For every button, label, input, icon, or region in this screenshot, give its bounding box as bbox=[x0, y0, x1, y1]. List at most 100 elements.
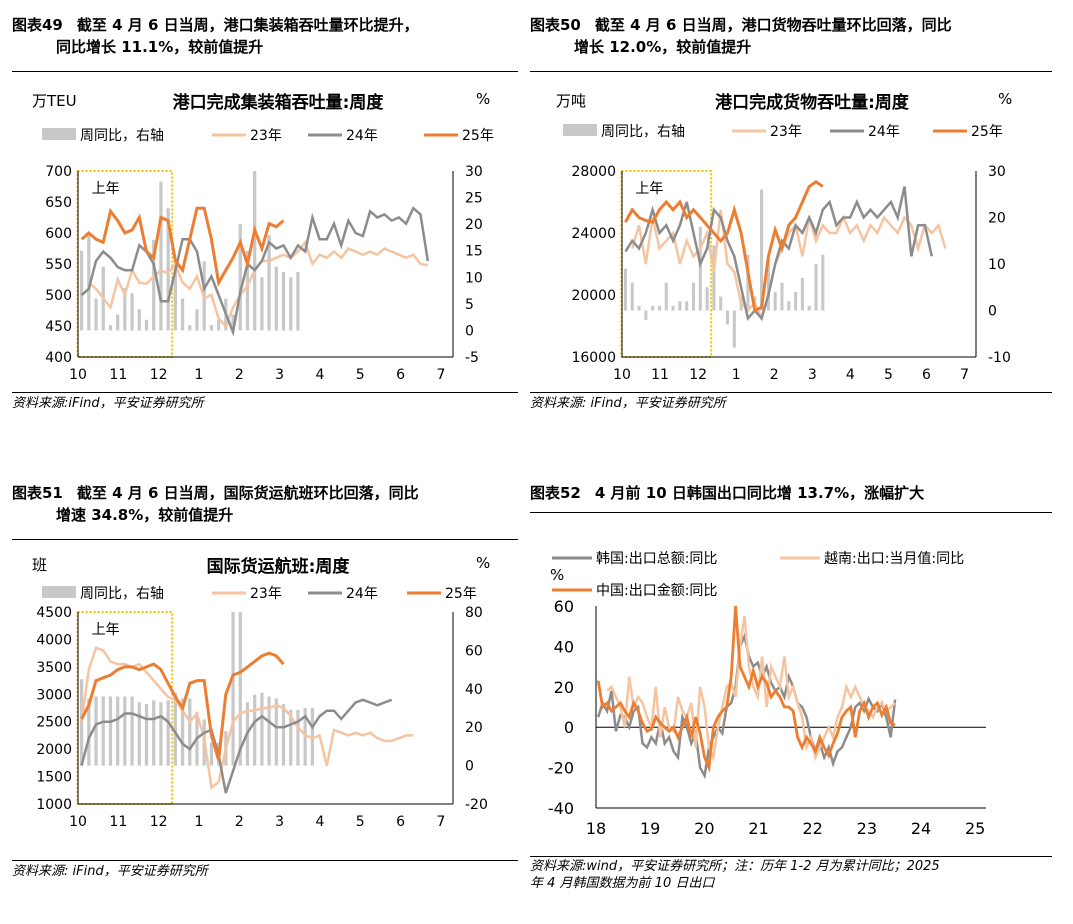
x-tick-label: 7 bbox=[960, 367, 969, 383]
bar-yoy bbox=[209, 742, 214, 766]
x-tick-label: 11 bbox=[109, 367, 127, 383]
x-tick-label: 11 bbox=[109, 814, 127, 830]
y-tick-label: 400 bbox=[45, 350, 72, 366]
y2-axis-unit: % bbox=[998, 90, 1012, 108]
bar-yoy bbox=[166, 208, 170, 331]
x-tick-label: 10 bbox=[69, 367, 87, 383]
legend-label-2: 24年 bbox=[346, 586, 378, 602]
figure-title-line2: 增长 12.0%，较前值提升 bbox=[574, 38, 752, 56]
bar-yoy bbox=[123, 696, 127, 766]
highlight-label: 上年 bbox=[635, 181, 663, 197]
title-rule bbox=[530, 71, 1052, 72]
bar-yoy bbox=[116, 696, 120, 766]
bar-yoy bbox=[152, 700, 156, 766]
legend-label-2: 中国:出口金额:同比 bbox=[596, 583, 717, 599]
y-tick-label: -40 bbox=[548, 799, 574, 818]
y-axis-unit: 班 bbox=[32, 556, 47, 574]
x-tick-label: 1 bbox=[195, 367, 204, 383]
bar-yoy bbox=[94, 298, 98, 331]
figure-title-line2: 增速 34.8%，较前值提升 bbox=[56, 506, 234, 524]
bar-yoy bbox=[94, 696, 98, 766]
figure-title: 图表51 截至 4 月 6 日当周，国际货运航班环比回落，同比 增速 34.8%，… bbox=[12, 482, 419, 526]
bar-yoy bbox=[173, 261, 177, 331]
bar-yoy bbox=[195, 309, 199, 331]
bar-yoy bbox=[281, 704, 286, 766]
bar-yoy bbox=[310, 708, 314, 766]
bar-yoy bbox=[108, 325, 113, 331]
y2-tick-label: 15 bbox=[465, 244, 483, 260]
source-note: 资料来源:wind，平安证券研究所；注：历年 1-2 月为累计同比；2025 bbox=[530, 859, 940, 874]
title-rule bbox=[530, 512, 1052, 513]
chart-title: 港口完成货物吞吐量:周度 bbox=[715, 92, 910, 113]
bar-yoy bbox=[108, 696, 113, 766]
bar-yoy bbox=[274, 698, 278, 766]
bar-yoy bbox=[685, 301, 689, 311]
y-tick-label: 1000 bbox=[36, 797, 72, 813]
legend-label-1: 23年 bbox=[250, 128, 282, 144]
bar-yoy bbox=[137, 702, 141, 766]
y-tick-label: 3500 bbox=[36, 660, 72, 676]
bar-yoy bbox=[746, 254, 750, 311]
chart-title: 港口完成集装箱吞吐量:周度 bbox=[173, 92, 385, 113]
legend-label-bars: 周同比，右轴 bbox=[80, 586, 164, 602]
x-tick-label: 1 bbox=[195, 814, 204, 830]
bar-yoy bbox=[719, 296, 723, 311]
y2-tick-label: 25 bbox=[465, 191, 483, 207]
chart-title: 国际货运航班:周度 bbox=[207, 556, 351, 577]
figure-title-line1: 4 月前 10 日韩国出口同比增 13.7%，涨幅扩大 bbox=[594, 484, 925, 502]
bar-yoy bbox=[800, 277, 804, 311]
source-rule bbox=[530, 392, 1052, 393]
bar-yoy bbox=[303, 708, 307, 766]
legend-label-1: 23年 bbox=[770, 124, 802, 140]
y-tick-label: 16000 bbox=[571, 350, 616, 366]
highlight-box bbox=[620, 170, 713, 358]
bar-yoy bbox=[296, 271, 300, 331]
bar-yoy bbox=[657, 305, 661, 311]
highlight-label: 上年 bbox=[92, 181, 120, 197]
x-tick-label: 4 bbox=[315, 814, 324, 830]
y-tick-label: 20000 bbox=[571, 288, 616, 304]
bar-yoy bbox=[289, 277, 293, 331]
x-tick-label: 5 bbox=[356, 814, 365, 830]
source-note: 资料来源: iFind，平安证券研究所 bbox=[12, 864, 208, 879]
figure-number: 图表50 bbox=[530, 16, 581, 34]
bar-yoy bbox=[296, 709, 300, 766]
title-rule bbox=[12, 539, 518, 540]
bar-yoy bbox=[231, 612, 235, 766]
bar-yoy bbox=[188, 698, 192, 766]
source-rule bbox=[12, 860, 518, 861]
bar-yoy bbox=[281, 271, 286, 331]
y2-tick-label: 0 bbox=[988, 304, 997, 320]
bar-yoy bbox=[671, 305, 675, 311]
x-tick-label: 12 bbox=[150, 814, 168, 830]
bar-yoy bbox=[787, 301, 791, 311]
legend-label-1: 23年 bbox=[250, 586, 282, 602]
bar-yoy bbox=[180, 298, 185, 331]
y-tick-label: 4000 bbox=[36, 632, 72, 648]
series-25 bbox=[624, 179, 824, 313]
y-axis-unit: 万TEU bbox=[32, 92, 77, 110]
series-24 bbox=[624, 186, 934, 321]
bar-yoy bbox=[725, 310, 730, 325]
bar-yoy bbox=[123, 287, 127, 331]
bar-yoy bbox=[289, 709, 293, 766]
y-tick-label: 450 bbox=[45, 319, 72, 335]
y-tick-label: 500 bbox=[45, 288, 72, 304]
bar-yoy bbox=[698, 226, 702, 311]
y-axis-unit: 万吨 bbox=[556, 92, 586, 110]
bar-yoy bbox=[238, 612, 242, 766]
series-25 bbox=[80, 206, 285, 287]
source-rule bbox=[530, 856, 1052, 857]
x-tick-label: 19 bbox=[640, 819, 660, 838]
bar-yoy bbox=[152, 240, 156, 331]
bar-yoy bbox=[794, 291, 798, 311]
y-tick-label: 2500 bbox=[36, 715, 72, 731]
bar-yoy bbox=[821, 254, 825, 311]
legend-swatch-bars bbox=[42, 128, 76, 140]
series-25 bbox=[80, 651, 285, 761]
y2-tick-label: 5 bbox=[465, 297, 474, 313]
y-tick-label: 600 bbox=[45, 226, 72, 242]
y2-tick-label: 40 bbox=[465, 682, 483, 698]
y-tick-label: 20 bbox=[554, 678, 574, 697]
